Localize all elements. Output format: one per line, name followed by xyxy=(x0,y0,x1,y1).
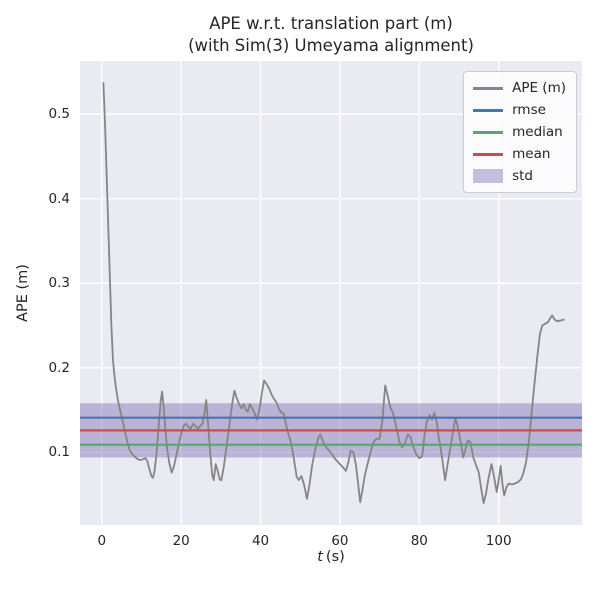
legend-label: rmse xyxy=(512,102,546,118)
legend-line-sample xyxy=(473,86,504,90)
legend-patch-sample xyxy=(473,169,504,183)
x-tick-label: 0 xyxy=(97,533,107,549)
legend-line-sample xyxy=(473,152,504,156)
legend-line-sample xyxy=(473,130,504,134)
legend-entry-mean: mean xyxy=(473,143,566,165)
y-tick-label: 0.1 xyxy=(48,444,70,461)
ape-series-line xyxy=(102,82,565,504)
legend-label: APE (m) xyxy=(512,80,566,96)
x-tick-label: 40 xyxy=(251,533,270,549)
legend-entry-std: std xyxy=(473,165,566,187)
legend-line-sample xyxy=(473,108,504,112)
y-tick-label: 0.2 xyxy=(48,359,70,376)
x-axis-label-variable: t xyxy=(317,549,323,565)
chart-title-line-2: (with Sim(3) Umeyama alignment) xyxy=(188,36,474,55)
y-axis-label: APE (m) xyxy=(15,264,31,322)
x-tick-label: 20 xyxy=(172,533,190,549)
chart-title: APE w.r.t. translation part (m) (with Si… xyxy=(81,13,581,57)
legend-entry-rmse: rmse xyxy=(473,99,566,121)
x-tick-label: 60 xyxy=(331,533,349,549)
y-tick-label: 0.5 xyxy=(48,106,70,123)
x-tick-label: 100 xyxy=(485,533,512,549)
legend-label: std xyxy=(512,168,534,184)
chart-title-line-1: APE w.r.t. translation part (m) xyxy=(209,14,453,33)
legend-entry-median: median xyxy=(473,121,566,143)
x-axis-label-unit: (s) xyxy=(325,549,345,565)
y-tick-label: 0.4 xyxy=(48,190,70,207)
legend-label: median xyxy=(512,124,563,140)
x-axis-label: t (s) xyxy=(81,549,581,565)
x-tick-label: 80 xyxy=(410,533,428,549)
legend-entry-apem: APE (m) xyxy=(473,77,566,99)
legend-label: mean xyxy=(512,146,551,162)
y-tick-label: 0.3 xyxy=(48,275,70,292)
plot-area: APE (m) rmse median mean std xyxy=(80,61,582,525)
legend: APE (m) rmse median mean std xyxy=(463,71,577,193)
